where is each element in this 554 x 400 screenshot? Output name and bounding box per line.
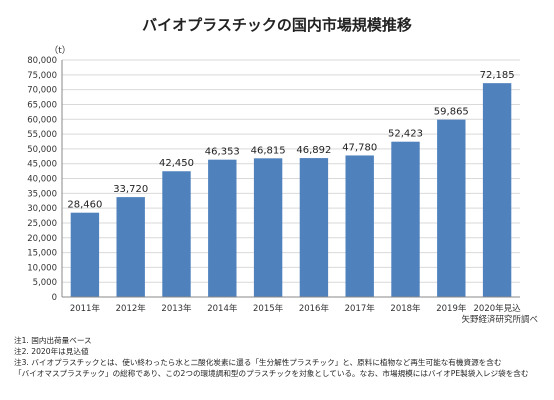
y-tick-label: 40,000 [27, 175, 57, 185]
source-label: 矢野経済研究所調べ [461, 314, 538, 325]
bar [391, 141, 420, 297]
data-label: 28,460 [67, 200, 102, 211]
y-tick-label: 15,000 [27, 249, 57, 259]
bar [437, 119, 466, 298]
y-tick-label: 30,000 [27, 204, 57, 214]
data-label: 42,450 [159, 158, 194, 169]
note-line: 注1. 国内出荷量ベース [14, 336, 92, 345]
y-tick-label: 5,000 [33, 278, 57, 288]
notes: 注1. 国内出荷量ベース 注2. 2020年は見込値 注3. バイオプラスチック… [14, 335, 549, 379]
y-axis-ticks: 0 5,000 10,000 15,000 20,000 25,000 30,000 35,0… [27, 56, 57, 303]
data-label: 59,865 [434, 107, 469, 118]
y-tick-label: 10,000 [27, 263, 57, 273]
x-axis-categories: 2011年 2012年 2013年 2014年 2015年 2016年 2017年 2018年… [70, 303, 521, 314]
x-category-label: 2011年 [70, 303, 101, 314]
bar [345, 155, 374, 297]
y-tick-label: 60,000 [27, 115, 57, 125]
y-tick-label: 80,000 [27, 56, 57, 66]
x-category-label: 2013年 [161, 303, 192, 314]
y-tick-label: 75,000 [27, 71, 57, 81]
note-line: 「バイオマスプラスチック」の総称であり、この2つの環境調和型のプラスチックを対象… [14, 369, 529, 378]
bar [482, 83, 512, 297]
y-tick-label: 55,000 [27, 130, 57, 140]
data-label: 72,185 [480, 70, 515, 81]
y-tick-label: 65,000 [27, 100, 57, 110]
y-tick-label: 45,000 [27, 160, 57, 170]
y-unit-label: （t） [49, 45, 71, 56]
y-tick-label: 35,000 [27, 189, 57, 199]
data-label: 33,720 [113, 184, 148, 195]
y-tick-label: 50,000 [27, 145, 57, 155]
y-tick-label: 0 [52, 293, 57, 303]
y-tick-label: 20,000 [27, 234, 57, 244]
y-tick-label: 25,000 [27, 219, 57, 229]
x-category-label: 2014年 [207, 303, 238, 314]
bar [162, 171, 191, 297]
data-label: 46,892 [296, 145, 331, 156]
bar [299, 158, 329, 297]
data-label: 52,423 [388, 129, 423, 140]
x-category-label: 2018年 [390, 303, 421, 314]
x-category-label: 2015年 [253, 303, 284, 314]
bar [253, 158, 283, 297]
note-line: 注2. 2020年は見込値 [14, 347, 89, 356]
x-category-label: 2017年 [345, 303, 376, 314]
data-labels: 28,460 33,720 42,450 46,353 46,815 46,892 47,7… [67, 70, 514, 211]
bar [208, 159, 237, 297]
bar [70, 212, 100, 297]
x-category-label: 2020年見込 [474, 303, 522, 314]
x-category-label: 2012年 [116, 303, 147, 314]
data-label: 46,353 [205, 147, 240, 158]
x-category-label: 2016年 [299, 303, 330, 314]
bars [70, 83, 512, 298]
chart-title: バイオプラスチックの国内市場規模推移 [142, 16, 412, 34]
bar [116, 197, 145, 297]
note-line: 注3. バイオプラスチックとは、使い終わったら水と二酸化炭素に還る「生分解性プラ… [14, 358, 502, 367]
x-category-label: 2019年 [436, 303, 467, 314]
chart: バイオプラスチックの国内市場規模推移 （t） 0 5,000 10,000 15,00… [27, 16, 538, 325]
data-label: 46,815 [251, 145, 286, 156]
data-label: 47,780 [342, 142, 377, 153]
y-tick-label: 70,000 [27, 86, 57, 96]
